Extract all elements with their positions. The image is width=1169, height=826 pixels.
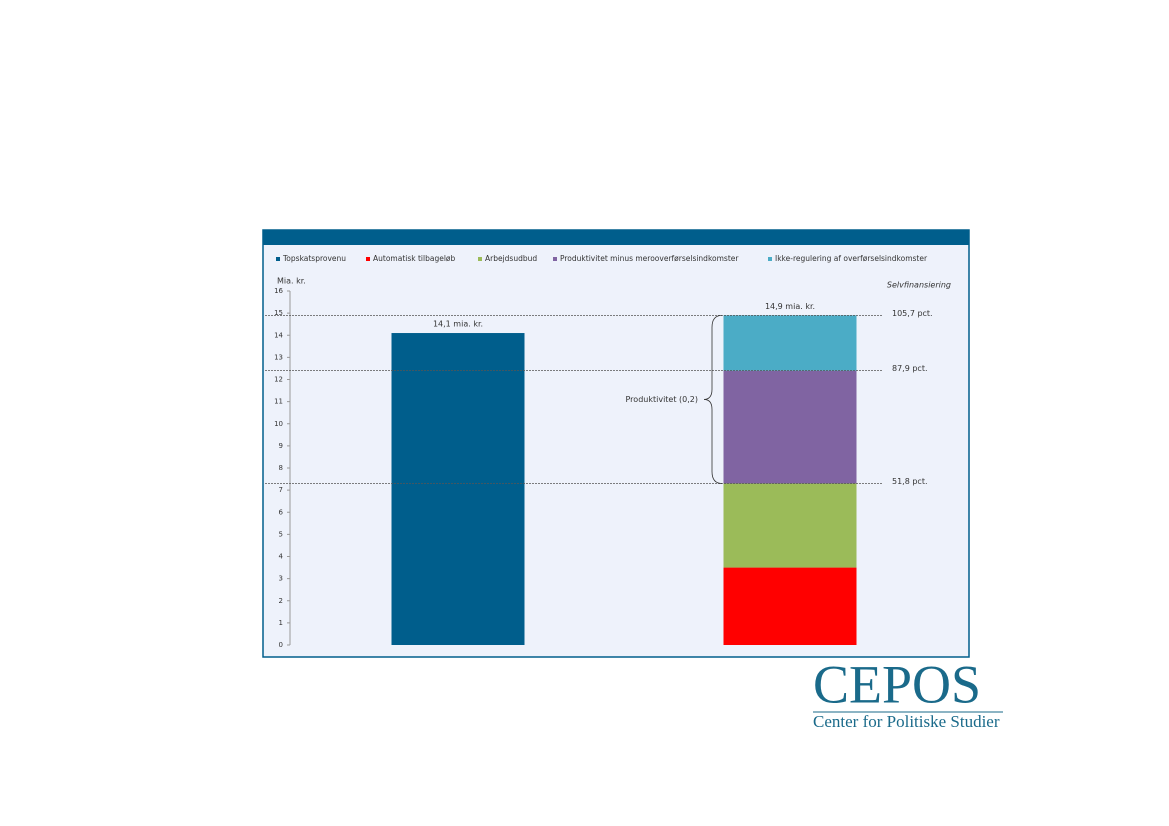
legend-swatch (768, 257, 772, 261)
y-tick-label: 7 (279, 486, 283, 494)
y-tick-label: 14 (274, 331, 283, 339)
legend-swatch (276, 257, 280, 261)
reference-label: 105,7 pct. (892, 309, 933, 318)
legend-label: Topskatsprovenu (282, 254, 346, 263)
y-tick-label: 5 (279, 530, 283, 538)
legend-label: Arbejdsudbud (485, 254, 537, 263)
y-tick-label: 8 (279, 464, 283, 472)
y-tick-label: 10 (274, 420, 283, 428)
y-tick-label: 3 (279, 575, 283, 583)
y-tick-label: 16 (274, 287, 283, 295)
y-tick-label: 6 (279, 508, 284, 516)
bar-segment (723, 483, 857, 568)
y-axis-label: Mia. kr. (277, 277, 306, 286)
logo-subtitle: Center for Politiske Studier (813, 712, 1000, 731)
legend-swatch (366, 257, 370, 261)
y-tick-label: 9 (279, 442, 283, 450)
legend-swatch (553, 257, 557, 261)
brace-label: Produktivitet (0,2) (626, 395, 699, 404)
legend-swatch (478, 257, 482, 261)
legend-label: Ikke-regulering af overførselsindkomster (775, 254, 928, 263)
legend-label: Produktivitet minus merooverførselsindko… (560, 254, 739, 263)
total-label: 14,1 mia. kr. (433, 320, 483, 329)
chart-header (263, 230, 969, 245)
y-tick-label: 12 (274, 376, 283, 384)
y-tick-label: 11 (274, 398, 283, 406)
bar-segment (391, 333, 525, 645)
reference-title: Selvfinansiering (887, 281, 951, 290)
y-tick-label: 13 (274, 353, 283, 361)
y-tick-label: 4 (279, 553, 284, 561)
y-tick-label: 0 (279, 641, 283, 649)
logo-name: CEPOS (813, 654, 981, 714)
y-tick-label: 15 (274, 309, 283, 317)
reference-label: 87,9 pct. (892, 364, 928, 373)
legend-label: Automatisk tilbageløb (373, 254, 455, 263)
bar-segment (723, 567, 857, 645)
y-tick-label: 1 (279, 619, 283, 627)
reference-label: 51,8 pct. (892, 477, 928, 486)
y-tick-label: 2 (279, 597, 283, 605)
bar-segment (723, 370, 857, 484)
bar-segment (723, 315, 857, 371)
chart-frame (262, 229, 970, 658)
brace (703, 314, 723, 484)
total-label: 14,9 mia. kr. (765, 302, 815, 311)
